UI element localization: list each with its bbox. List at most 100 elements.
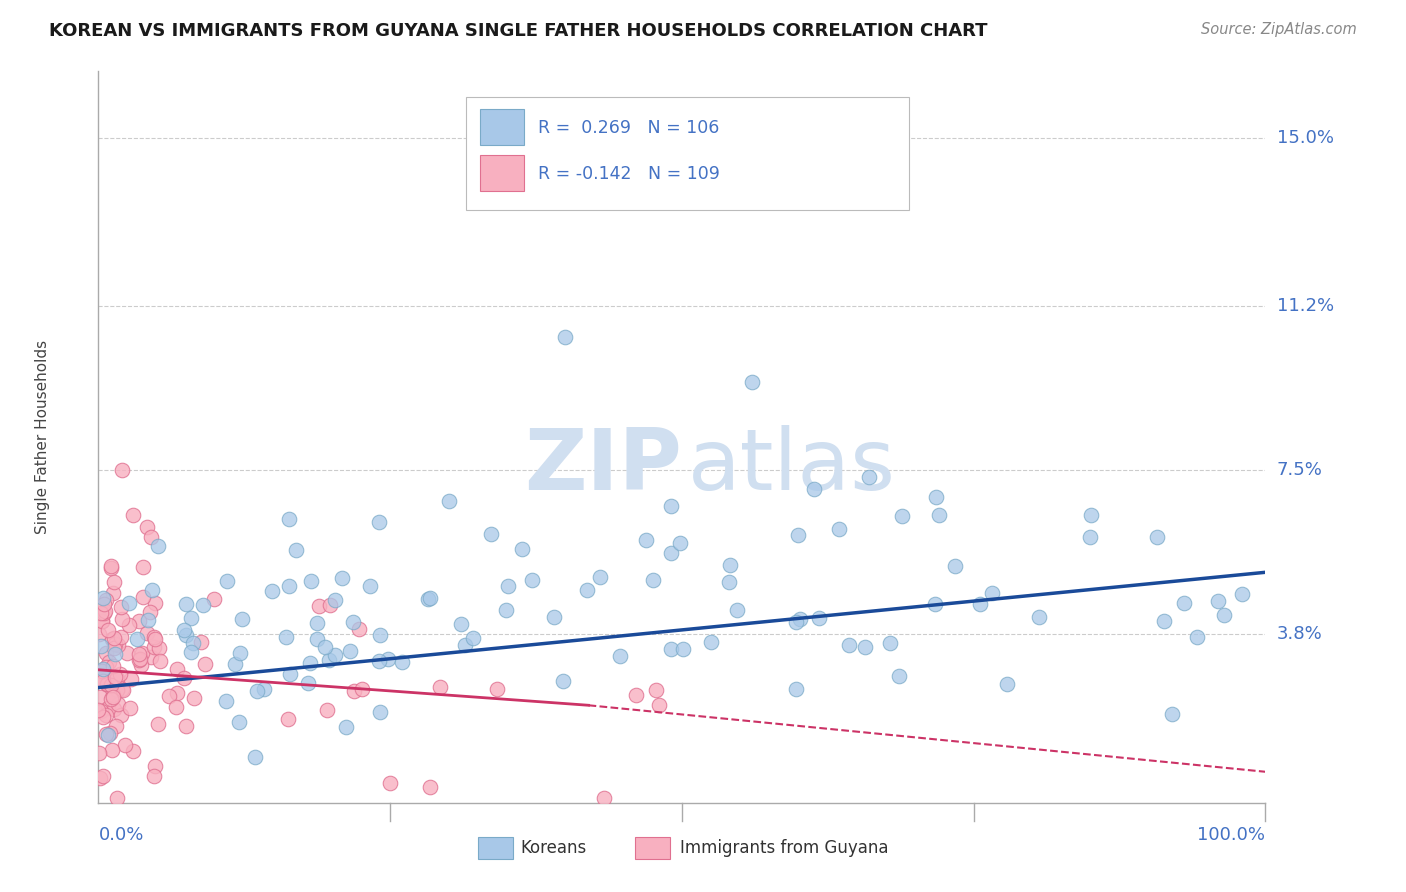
- Point: [485, 681, 508, 696]
- Point: [1173, 596, 1195, 610]
- Text: 11.2%: 11.2%: [1277, 297, 1334, 315]
- Point: [94, 659, 117, 673]
- Point: [419, 780, 441, 795]
- Point: [318, 653, 340, 667]
- Point: [391, 655, 413, 669]
- Point: [89, 746, 111, 760]
- Point: [284, 543, 307, 558]
- Point: [91, 614, 114, 628]
- Text: 0.0%: 0.0%: [98, 826, 143, 844]
- Bar: [478, 838, 513, 859]
- Point: [419, 591, 441, 605]
- Text: 3.8%: 3.8%: [1277, 625, 1322, 643]
- Point: [132, 590, 155, 604]
- Point: [194, 657, 217, 671]
- Point: [143, 769, 166, 783]
- Point: [173, 623, 195, 637]
- Text: KOREAN VS IMMIGRANTS FROM GUYANA SINGLE FATHER HOUSEHOLDS CORRELATION CHART: KOREAN VS IMMIGRANTS FROM GUYANA SINGLE …: [49, 22, 987, 40]
- Point: [925, 490, 948, 504]
- Text: 7.5%: 7.5%: [1277, 461, 1323, 479]
- Point: [634, 533, 657, 547]
- Point: [90, 704, 112, 718]
- Point: [278, 512, 301, 526]
- Text: atlas: atlas: [688, 425, 896, 508]
- Point: [121, 744, 143, 758]
- Point: [330, 571, 353, 585]
- Point: [143, 596, 166, 610]
- Point: [165, 699, 187, 714]
- Point: [416, 591, 439, 606]
- Bar: [479, 155, 524, 191]
- Point: [995, 676, 1018, 690]
- Point: [339, 644, 361, 658]
- Point: [101, 690, 124, 704]
- Point: [139, 530, 162, 544]
- Point: [180, 645, 202, 659]
- Point: [90, 665, 112, 679]
- Point: [228, 714, 250, 729]
- Point: [718, 558, 741, 572]
- Point: [100, 678, 122, 692]
- Point: [101, 659, 124, 673]
- Point: [1080, 530, 1102, 544]
- Text: Single Father Households: Single Father Households: [35, 340, 49, 534]
- Point: [118, 596, 141, 610]
- Point: [463, 631, 485, 645]
- Point: [129, 658, 152, 673]
- Point: [96, 677, 118, 691]
- Point: [789, 612, 811, 626]
- Point: [166, 662, 188, 676]
- Point: [166, 686, 188, 700]
- Point: [522, 573, 544, 587]
- Text: Koreans: Koreans: [520, 839, 588, 857]
- Point: [314, 640, 336, 654]
- Point: [672, 642, 695, 657]
- Point: [174, 628, 197, 642]
- Point: [149, 654, 172, 668]
- Point: [183, 636, 205, 650]
- Point: [981, 585, 1004, 599]
- Point: [305, 615, 328, 630]
- Point: [229, 646, 252, 660]
- Point: [143, 640, 166, 654]
- Point: [120, 672, 142, 686]
- Point: [136, 613, 159, 627]
- Point: [97, 623, 120, 637]
- Point: [828, 523, 851, 537]
- Text: Immigrants from Guyana: Immigrants from Guyana: [679, 839, 889, 857]
- Point: [243, 749, 266, 764]
- Point: [298, 656, 321, 670]
- Bar: [636, 838, 671, 859]
- Point: [785, 682, 807, 697]
- Point: [335, 719, 357, 733]
- Point: [108, 667, 131, 681]
- Point: [512, 542, 534, 557]
- Point: [368, 654, 391, 668]
- Point: [305, 632, 328, 646]
- Point: [114, 738, 136, 752]
- Point: [100, 692, 122, 706]
- Point: [1146, 530, 1168, 544]
- Point: [278, 579, 301, 593]
- Point: [437, 494, 460, 508]
- Point: [359, 579, 381, 593]
- Point: [368, 705, 391, 719]
- Point: [725, 603, 748, 617]
- Point: [644, 682, 666, 697]
- Point: [103, 640, 125, 655]
- Point: [589, 570, 612, 584]
- Point: [107, 639, 129, 653]
- Point: [323, 648, 346, 662]
- Point: [262, 583, 284, 598]
- Point: [91, 673, 114, 688]
- Point: [543, 610, 565, 624]
- Point: [1153, 614, 1175, 628]
- Point: [110, 630, 132, 644]
- Point: [90, 639, 112, 653]
- Point: [141, 650, 163, 665]
- Point: [180, 611, 202, 625]
- Point: [659, 500, 682, 514]
- Point: [94, 726, 117, 740]
- Point: [174, 718, 197, 732]
- Point: [803, 482, 825, 496]
